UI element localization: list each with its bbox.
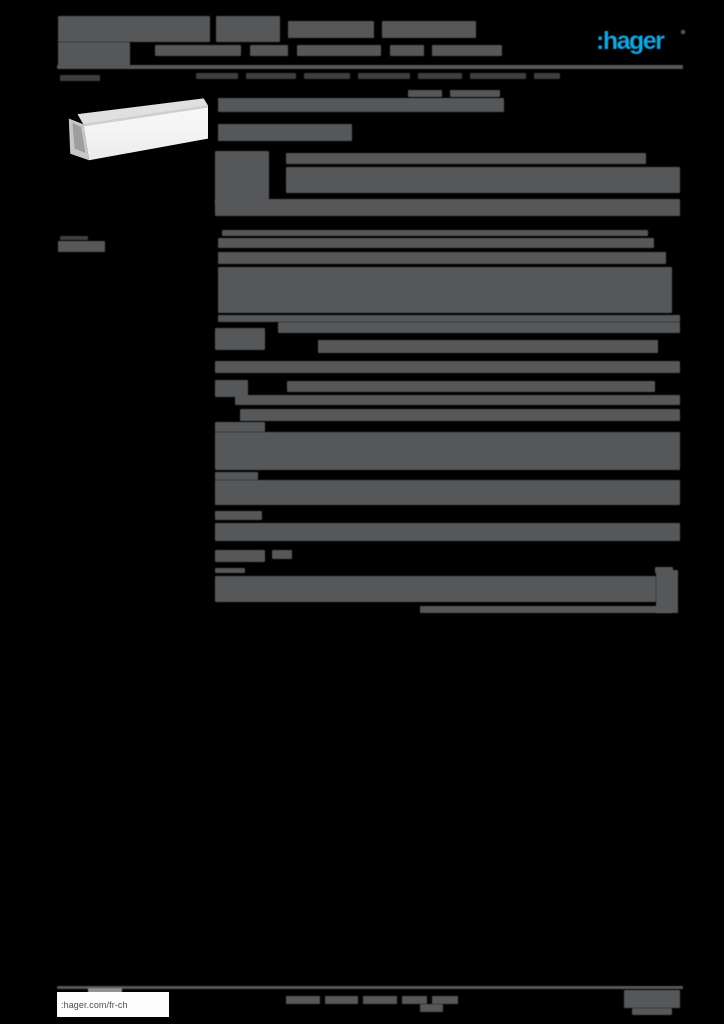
- spec-row: [235, 395, 680, 405]
- spec-label: [215, 472, 258, 480]
- paragraph-line: [218, 315, 680, 322]
- section-label-sup: [272, 550, 292, 559]
- header-small-print: [246, 73, 296, 79]
- header-small-print: [60, 75, 100, 81]
- spec-label: [215, 511, 262, 520]
- spec-value: [318, 340, 658, 353]
- footer-page-info: [632, 1008, 672, 1015]
- footer-rule: [57, 986, 683, 989]
- footer-center-text: [286, 996, 320, 1004]
- doc-subtitle-seg: [297, 45, 381, 56]
- footer-tab: [88, 988, 122, 993]
- description-line: [215, 199, 680, 216]
- margin-label-small: [60, 236, 88, 240]
- footer-page-info: [624, 990, 680, 1008]
- spec-value: [287, 381, 655, 392]
- logo-registered-mark: [681, 30, 685, 34]
- footer-url-text[interactable]: :hager.com/fr-ch: [61, 999, 128, 1010]
- description-line: [286, 167, 680, 193]
- spec-row: [240, 409, 680, 421]
- doc-subtitle-seg: [250, 45, 288, 56]
- doc-title-line1: [216, 16, 280, 42]
- spec-label: [215, 328, 265, 350]
- header-small-print: [418, 73, 462, 79]
- product-subtitle: [218, 124, 352, 141]
- header-small-print: [196, 73, 238, 79]
- footer-center-text: [420, 1004, 443, 1012]
- doc-title-line2: [58, 42, 130, 66]
- margin-label: [58, 241, 105, 252]
- header-small-print: [534, 73, 560, 79]
- header-small-print: [470, 73, 526, 79]
- spec-label: [215, 380, 248, 397]
- paragraph-line: [218, 252, 666, 264]
- doc-subtitle-seg: [432, 45, 502, 56]
- header-small-print: [358, 73, 410, 79]
- spec-value: [278, 322, 680, 333]
- header-small-print: [304, 73, 350, 79]
- table-value-tall: [656, 570, 678, 613]
- footer-center-text: [402, 996, 427, 1004]
- paragraph-line: [218, 238, 654, 248]
- doc-subtitle-seg: [155, 45, 241, 56]
- description-line: [286, 153, 646, 164]
- spec-block: [215, 432, 680, 470]
- footer-center-text: [363, 996, 397, 1004]
- paragraph-line: [222, 230, 648, 236]
- footer-center-text: [325, 996, 358, 1004]
- section-label: [215, 550, 265, 562]
- header-rule: [57, 65, 683, 69]
- doc-title-line1-cont: [288, 21, 374, 38]
- product-title-sup: [450, 90, 500, 97]
- doc-title-line1-cont: [382, 21, 476, 38]
- product-title: [218, 98, 504, 112]
- table-block: [420, 606, 672, 613]
- product-title-sup: [408, 90, 442, 97]
- paragraph-block: [218, 267, 672, 313]
- doc-subtitle-seg: [390, 45, 424, 56]
- spec-block: [215, 480, 680, 505]
- product-photo-trunking: [63, 94, 208, 166]
- footer-center-text: [432, 996, 458, 1004]
- table-block: [215, 576, 656, 602]
- footnote-mark: [215, 568, 245, 573]
- doc-title-line1: [58, 16, 210, 42]
- spec-label: [215, 422, 265, 432]
- spec-block: [215, 523, 680, 541]
- hager-logo: :hager: [596, 27, 665, 55]
- spec-row: [215, 361, 680, 373]
- description-pictogram: [215, 151, 269, 205]
- footer-url-box[interactable]: :hager.com/fr-ch: [57, 992, 169, 1017]
